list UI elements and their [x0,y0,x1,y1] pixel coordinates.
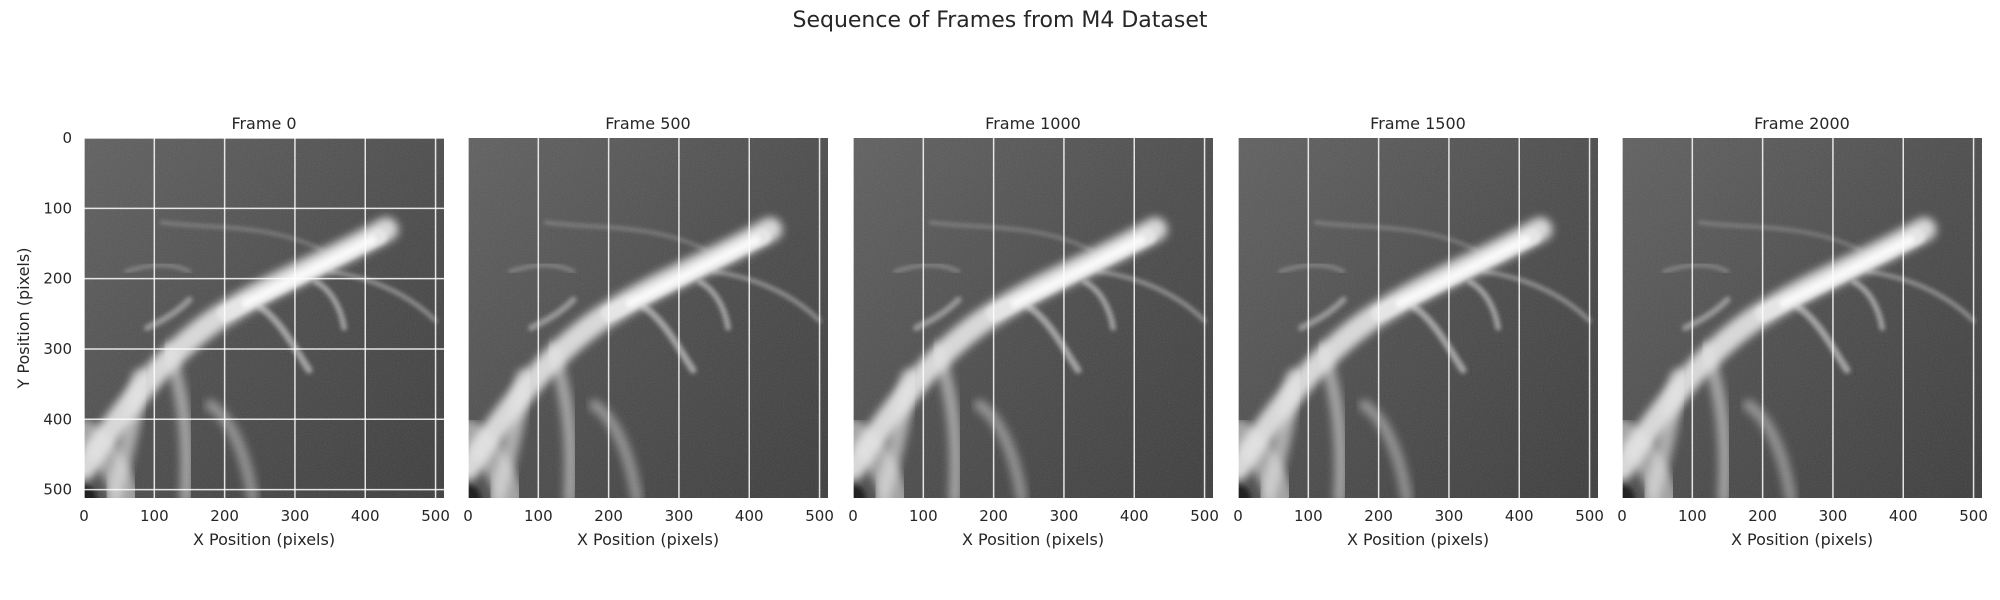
x-tick-label: 0 [1617,507,1627,525]
y-tick-label: 100 [43,199,72,217]
x-tick-label: 300 [1819,507,1848,525]
x-tick-label: 100 [1678,507,1707,525]
x-tick-label: 300 [1050,507,1079,525]
panel: Frame 2000 0 100 200 300 400 500 X Position (pi… [1617,114,1988,549]
panels: Frame 0 0 100 200 300 400 500 X Position (pixel… [14,114,1988,549]
x-tick-label: 200 [1364,507,1393,525]
x-tick-label: 400 [735,507,764,525]
panel: Frame 1000 0 100 200 300 400 500 X Position (pi… [848,114,1219,549]
x-tick-label: 200 [210,507,239,525]
panel-title: Frame 1500 [1370,114,1466,133]
x-axis-label: X Position (pixels) [962,530,1104,549]
x-tick-label: 500 [421,507,450,525]
x-tick-label: 400 [351,507,380,525]
x-axis-label: X Position (pixels) [193,530,335,549]
x-tick-label: 200 [1748,507,1777,525]
x-axis-label: X Position (pixels) [1731,530,1873,549]
panel: Frame 0 0 100 200 300 400 500 X Position (pixel… [14,114,450,549]
y-tick-label: 200 [43,270,72,288]
x-tick-label: 400 [1120,507,1149,525]
x-tick-label: 500 [805,507,834,525]
y-axis-label: Y Position (pixels) [14,248,33,390]
x-tick-label: 100 [909,507,938,525]
y-tick-label: 0 [62,129,72,147]
x-tick-label: 400 [1889,507,1918,525]
frame-image [853,138,1213,498]
x-tick-label: 500 [1190,507,1219,525]
x-tick-label: 200 [594,507,623,525]
panel: Frame 1500 0 100 200 300 400 500 X Position (pi… [1233,114,1604,549]
x-axis-label: X Position (pixels) [577,530,719,549]
figure-title: Sequence of Frames from M4 Dataset [792,8,1207,33]
x-tick-label: 0 [1233,507,1243,525]
panel-title: Frame 500 [605,114,690,133]
x-tick-label: 300 [665,507,694,525]
panel: Frame 500 0 100 200 300 400 500 X Position (pix… [463,114,834,549]
frame-image [468,138,828,498]
x-tick-label: 500 [1575,507,1604,525]
x-tick-label: 200 [979,507,1008,525]
x-tick-label: 400 [1505,507,1534,525]
y-tick-label: 400 [43,410,72,428]
y-tick-label: 300 [43,340,72,358]
panel-title: Frame 1000 [985,114,1081,133]
x-tick-label: 0 [79,507,89,525]
x-tick-label: 300 [1435,507,1464,525]
x-tick-label: 300 [281,507,310,525]
x-tick-label: 0 [848,507,858,525]
y-tick-label: 500 [43,481,72,499]
x-tick-label: 100 [1294,507,1323,525]
panel-title: Frame 0 [231,114,296,133]
frame-image [1238,138,1598,498]
frame-image [1622,138,1982,498]
x-tick-label: 0 [463,507,473,525]
x-tick-label: 100 [140,507,169,525]
x-axis-label: X Position (pixels) [1347,530,1489,549]
frame-image [84,138,444,498]
panel-title: Frame 2000 [1754,114,1850,133]
x-tick-label: 100 [524,507,553,525]
x-tick-label: 500 [1959,507,1988,525]
